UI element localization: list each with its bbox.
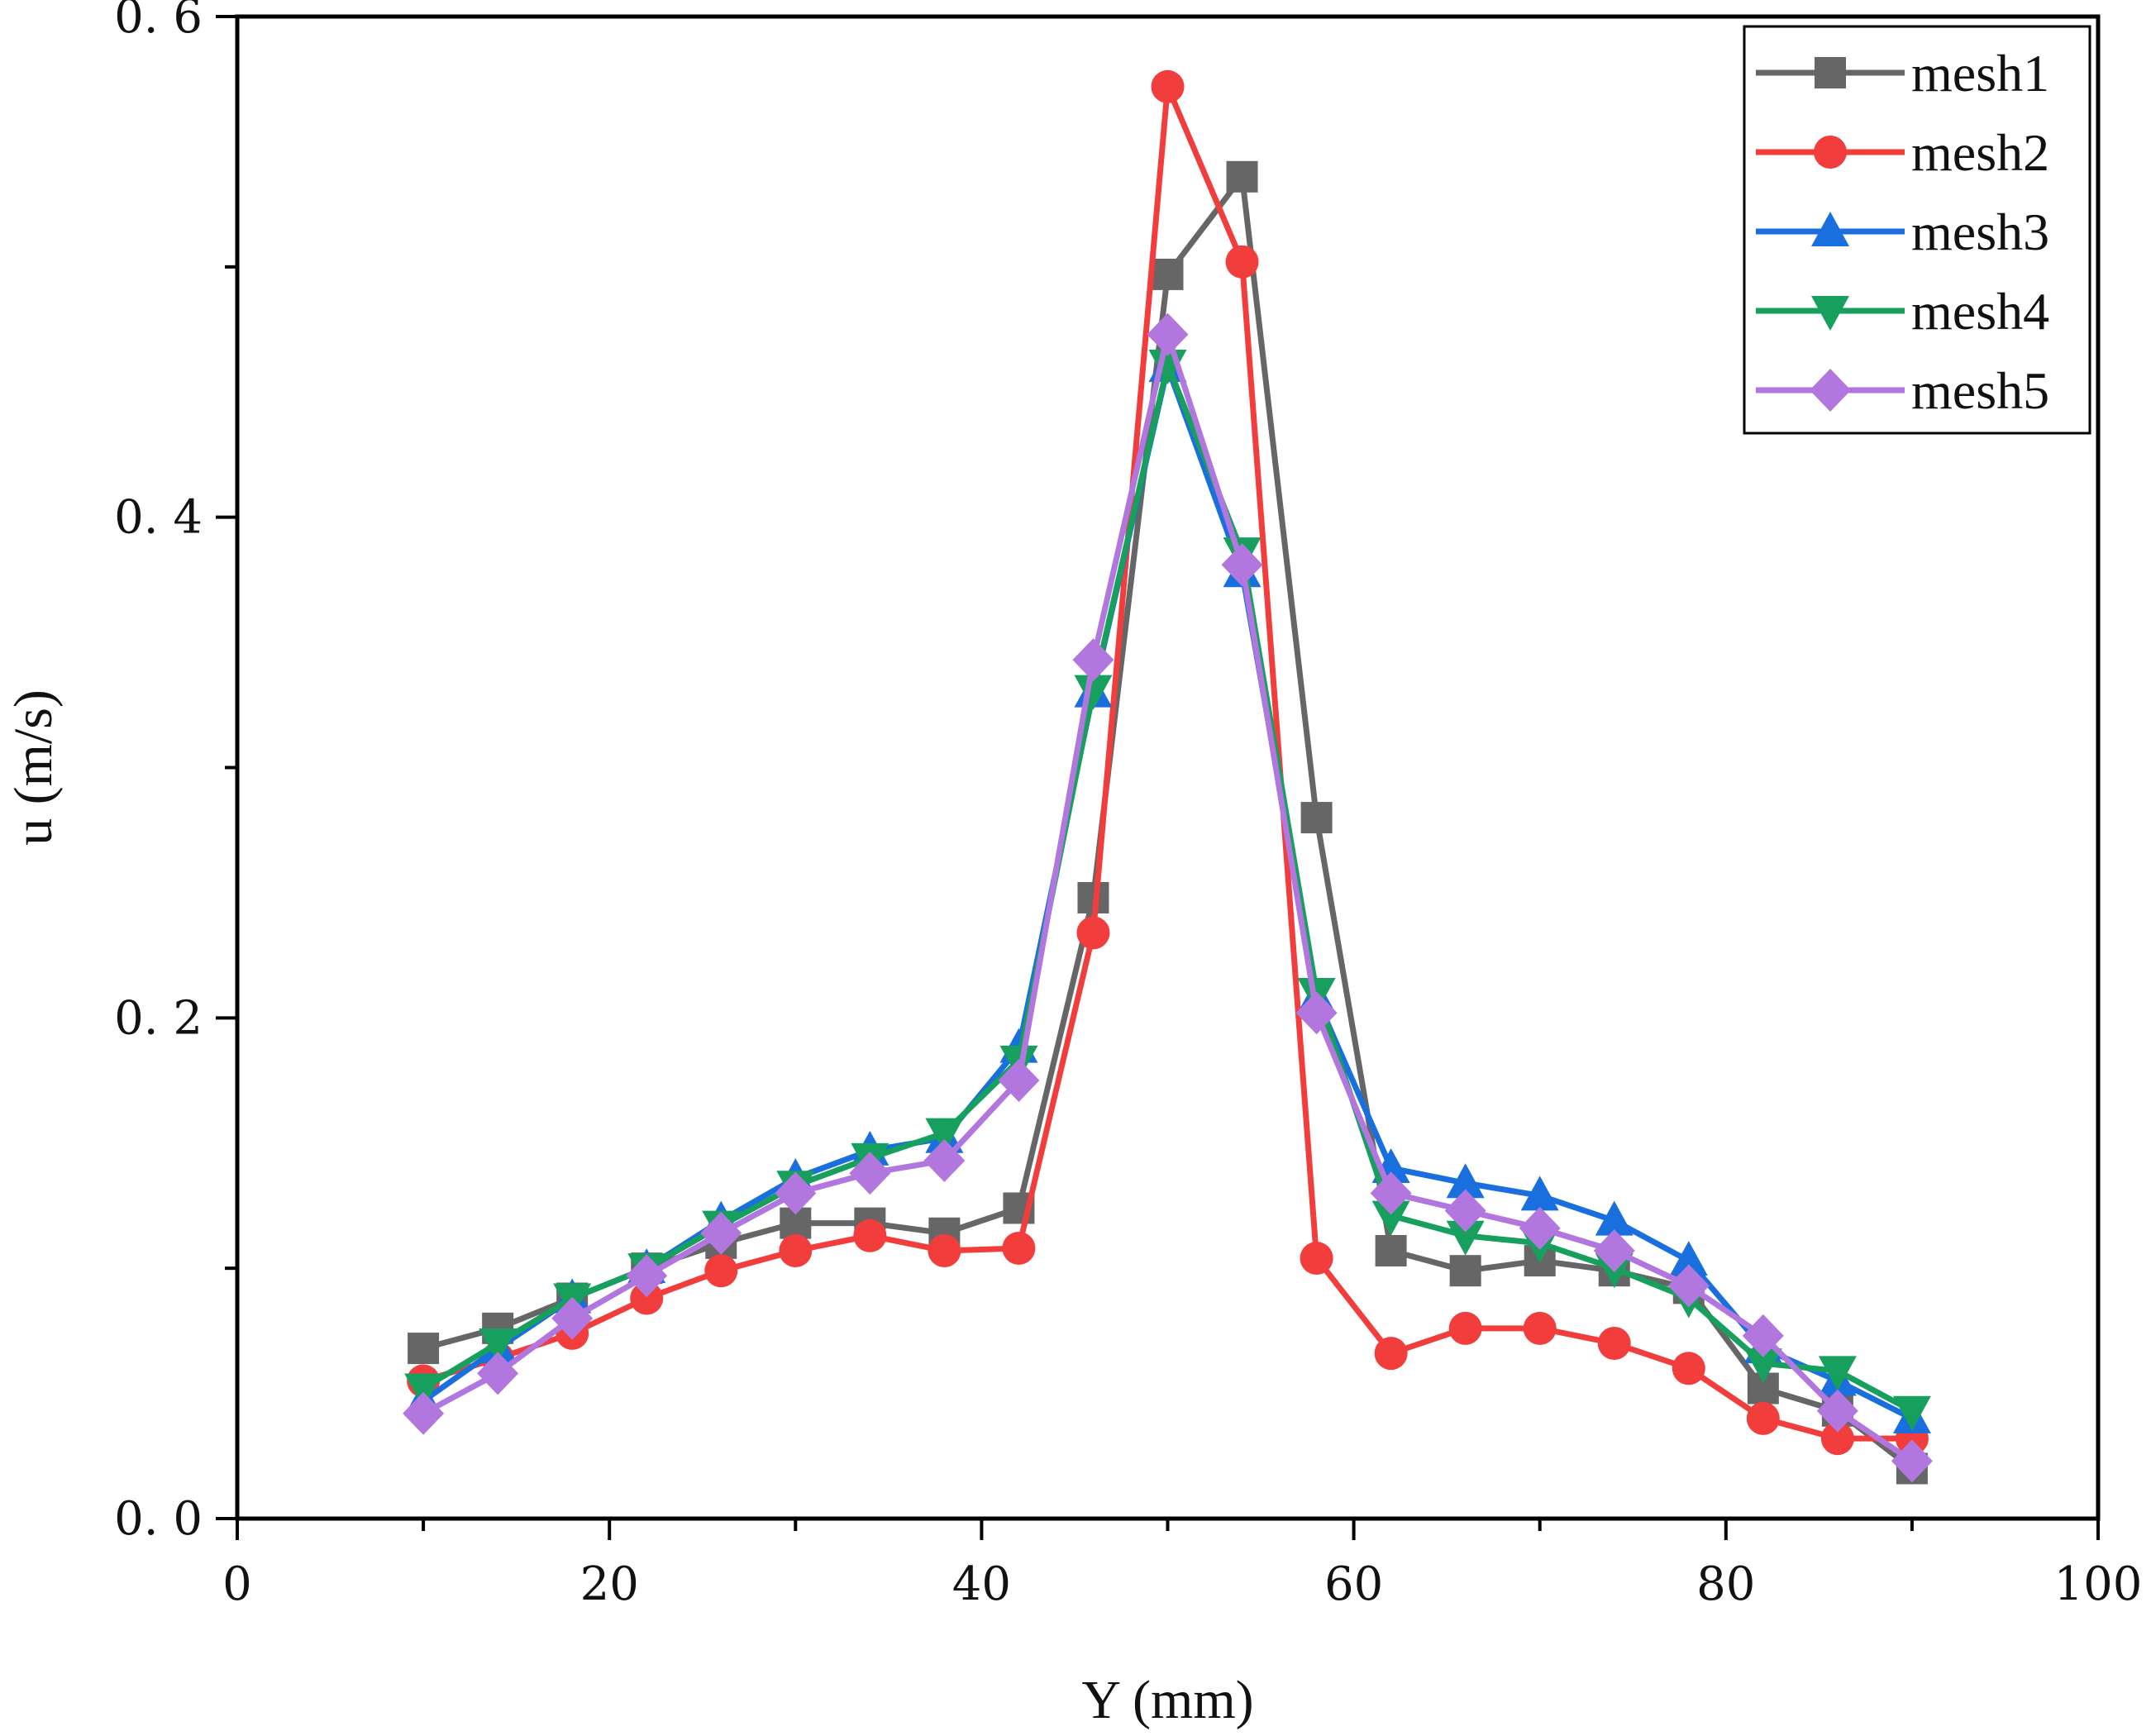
- data-point-mesh5: [1667, 1264, 1710, 1308]
- data-point-mesh2: [1374, 1337, 1408, 1371]
- data-point-mesh5: [1147, 312, 1189, 356]
- legend-marker: [1811, 212, 1849, 246]
- x-tick-label: 0: [222, 1557, 252, 1611]
- x-tick-label: 20: [580, 1557, 639, 1611]
- x-axis-title: Y (mm): [1081, 1670, 1253, 1730]
- data-point-mesh4: [1818, 1356, 1857, 1391]
- data-point-mesh4: [404, 1373, 443, 1409]
- data-point-mesh5: [700, 1211, 742, 1255]
- series-group: [403, 69, 1933, 1485]
- data-point-mesh4: [1371, 1200, 1410, 1236]
- data-point-mesh5: [923, 1138, 966, 1182]
- legend-label: mesh4: [1911, 282, 2049, 341]
- data-point-mesh1: [1152, 258, 1184, 290]
- data-point-mesh5: [403, 1391, 445, 1435]
- legend-label: mesh5: [1911, 361, 2049, 420]
- data-point-mesh2: [1746, 1401, 1780, 1435]
- data-point-mesh2: [1597, 1327, 1631, 1361]
- data-point-mesh5: [1519, 1206, 1561, 1250]
- data-point-mesh5: [626, 1254, 668, 1298]
- data-point-mesh5: [775, 1171, 817, 1215]
- data-point-mesh1: [1449, 1255, 1481, 1287]
- data-point-mesh2: [1448, 1311, 1482, 1345]
- data-point-mesh5: [1221, 543, 1263, 587]
- data-point-mesh5: [1742, 1314, 1784, 1357]
- data-point-mesh4: [479, 1328, 517, 1364]
- legend-item: mesh3: [1756, 203, 2049, 261]
- legend-label: mesh1: [1911, 44, 2049, 103]
- data-point-mesh3: [1520, 1176, 1559, 1211]
- series-mesh5: [403, 312, 1933, 1483]
- data-point-mesh3: [1669, 1241, 1708, 1276]
- data-point-mesh5: [1816, 1389, 1858, 1433]
- data-point-mesh4: [925, 1118, 964, 1153]
- legend-label: mesh3: [1911, 203, 2049, 261]
- data-point-mesh4: [1743, 1348, 1782, 1384]
- data-point-mesh2: [1225, 245, 1259, 279]
- data-point-mesh2: [1820, 1422, 1854, 1456]
- plot-frame: [235, 14, 2101, 1521]
- data-point-mesh2: [1076, 916, 1110, 950]
- data-point-mesh2: [630, 1281, 664, 1315]
- data-point-mesh5: [1891, 1439, 1933, 1483]
- data-point-mesh5: [1295, 991, 1338, 1035]
- legend-item: mesh4: [1756, 282, 2049, 341]
- y-tick-label: 0. 4: [114, 491, 203, 545]
- x-tick-label: 60: [1324, 1557, 1383, 1611]
- data-point-mesh5: [1593, 1228, 1635, 1272]
- y-axis-title: u (m/s): [3, 689, 64, 846]
- y-tick-label: 0. 6: [114, 0, 203, 44]
- x-tick-label: 80: [1696, 1557, 1755, 1611]
- data-point-mesh2: [1002, 1231, 1036, 1265]
- data-point-mesh2: [1151, 69, 1185, 103]
- legend: mesh1 mesh2 mesh3 mesh4 mesh5: [1743, 25, 2091, 435]
- legend-marker: [1814, 136, 1847, 169]
- data-point-mesh1: [1226, 160, 1258, 193]
- x-tick-label: 100: [2054, 1557, 2143, 1611]
- data-point-mesh3: [1595, 1200, 1634, 1236]
- data-point-mesh2: [779, 1233, 813, 1267]
- data-point-mesh1: [1300, 802, 1333, 834]
- data-point-mesh2: [704, 1254, 738, 1288]
- y-tick-label: 0. 2: [114, 991, 203, 1045]
- x-tick-label: 40: [952, 1557, 1011, 1611]
- data-point-mesh5: [998, 1059, 1040, 1103]
- data-point-mesh4: [1074, 675, 1113, 710]
- legend-item: mesh2: [1756, 123, 2049, 182]
- data-point-mesh5: [1370, 1171, 1412, 1215]
- axes: 0 20 40 60 80 100 0. 0 0. 2 0. 4 0. 6: [114, 0, 2142, 1611]
- data-point-mesh5: [477, 1352, 519, 1395]
- data-point-mesh2: [928, 1233, 961, 1267]
- axis-labels: Y (mm) u (m/s): [3, 689, 1254, 1730]
- legend-marker: [1811, 296, 1849, 331]
- data-point-mesh5: [849, 1152, 891, 1195]
- data-point-mesh2: [1300, 1242, 1333, 1276]
- data-point-mesh2: [1672, 1352, 1705, 1385]
- data-point-mesh4: [1446, 1220, 1485, 1256]
- data-point-mesh5: [1444, 1189, 1486, 1233]
- legend-item: mesh5: [1756, 361, 2049, 420]
- data-point-mesh4: [1892, 1395, 1931, 1431]
- legend-marker: [1810, 369, 1851, 412]
- data-point-mesh2: [853, 1219, 887, 1252]
- data-point-mesh1: [408, 1333, 440, 1365]
- data-point-mesh5: [1072, 638, 1114, 682]
- data-point-mesh5: [551, 1296, 594, 1340]
- legend-marker: [1815, 57, 1846, 88]
- y-tick-label: 0. 0: [114, 1492, 203, 1546]
- data-point-mesh1: [1375, 1234, 1407, 1266]
- data-point-mesh2: [1523, 1311, 1557, 1345]
- legend-label: mesh2: [1911, 123, 2049, 182]
- data-point-mesh3: [1446, 1163, 1485, 1199]
- legend-item: mesh1: [1756, 44, 2049, 103]
